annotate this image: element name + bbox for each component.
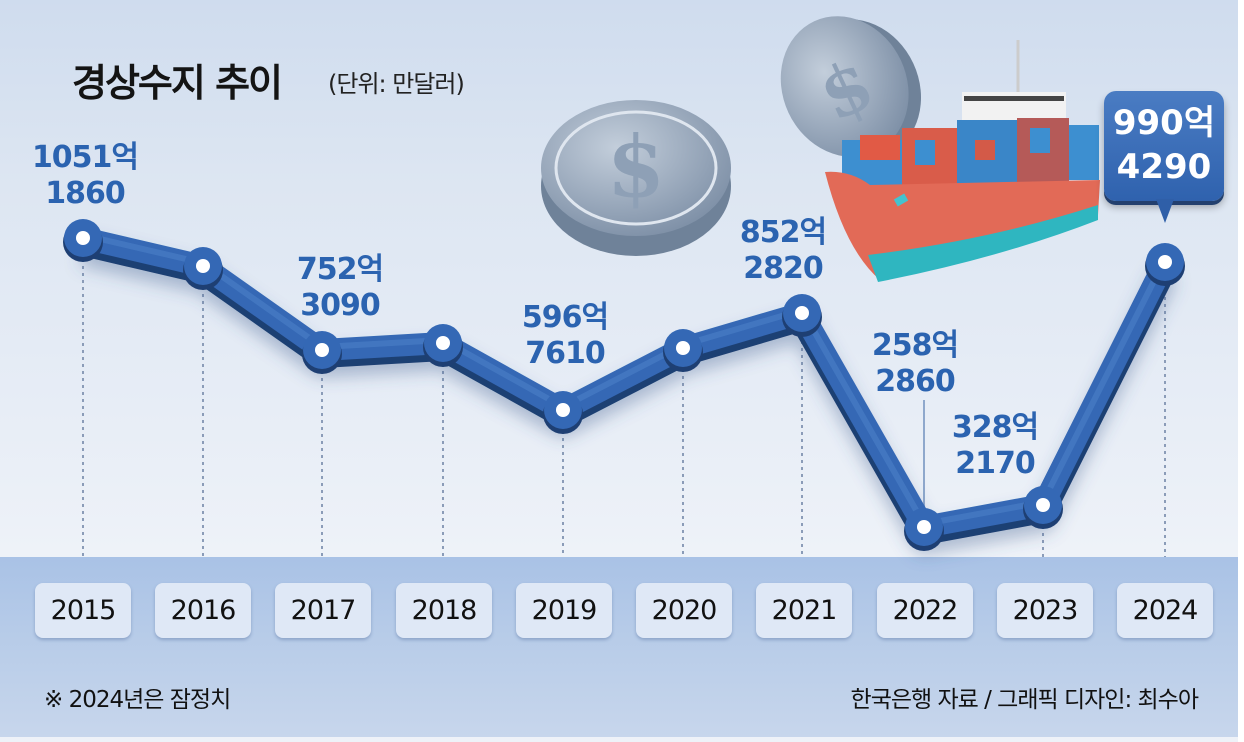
year-label-2017: 2017 — [275, 583, 371, 638]
year-label-2024: 2024 — [1117, 583, 1213, 638]
value-label-2023: 328억 2170 — [945, 410, 1045, 482]
label-line1: 258억 — [871, 328, 959, 363]
container-ship-icon — [825, 40, 1100, 282]
source-credit: 한국은행 자료 / 그래픽 디자인: 최수아 — [850, 687, 1199, 713]
year-label-2018: 2018 — [396, 583, 492, 638]
unit-label: (단위: 만달러) — [328, 70, 465, 98]
label-line2: 1860 — [45, 176, 126, 211]
label-line1: 852억 — [739, 215, 827, 250]
year-label-2015: 2015 — [35, 583, 131, 638]
value-label-2021: 852억 2820 — [733, 215, 833, 287]
label-line1: 596억 — [521, 300, 609, 335]
year-label-2020: 2020 — [636, 583, 732, 638]
value-label-2022: 258억 2860 — [865, 328, 965, 400]
label-line2: 2860 — [875, 364, 956, 399]
dollar-coin-icon: $ — [541, 100, 731, 256]
callout-2024: 990억 4290 — [1104, 91, 1224, 223]
value-label-2015: 1051억 1860 — [30, 140, 140, 212]
trend-line — [80, 227, 1177, 545]
label-line2: 2820 — [743, 251, 824, 286]
svg-text:$: $ — [607, 117, 665, 216]
label-line2: 3090 — [300, 288, 381, 323]
label-line2: 2170 — [955, 446, 1036, 481]
dollar-coin-icon: $ — [780, 16, 922, 160]
callout-line2: 4290 — [1116, 147, 1212, 187]
label-line2: 7610 — [525, 336, 606, 371]
value-label-2019: 596억 7610 — [515, 300, 615, 372]
footnote: ※ 2024년은 잠정치 — [44, 687, 231, 713]
page-title: 경상수지 추이 — [72, 61, 283, 105]
year-label-2021: 2021 — [756, 583, 852, 638]
year-label-2016: 2016 — [155, 583, 251, 638]
data-markers — [63, 219, 1185, 551]
label-line1: 752억 — [296, 252, 384, 287]
label-line1: 1051억 — [31, 140, 139, 175]
year-label-2023: 2023 — [997, 583, 1093, 638]
year-label-2019: 2019 — [516, 583, 612, 638]
callout-line1: 990억 — [1112, 103, 1216, 143]
label-line1: 328억 — [951, 410, 1039, 445]
value-label-2017: 752억 3090 — [290, 252, 390, 324]
year-label-2022: 2022 — [877, 583, 973, 638]
